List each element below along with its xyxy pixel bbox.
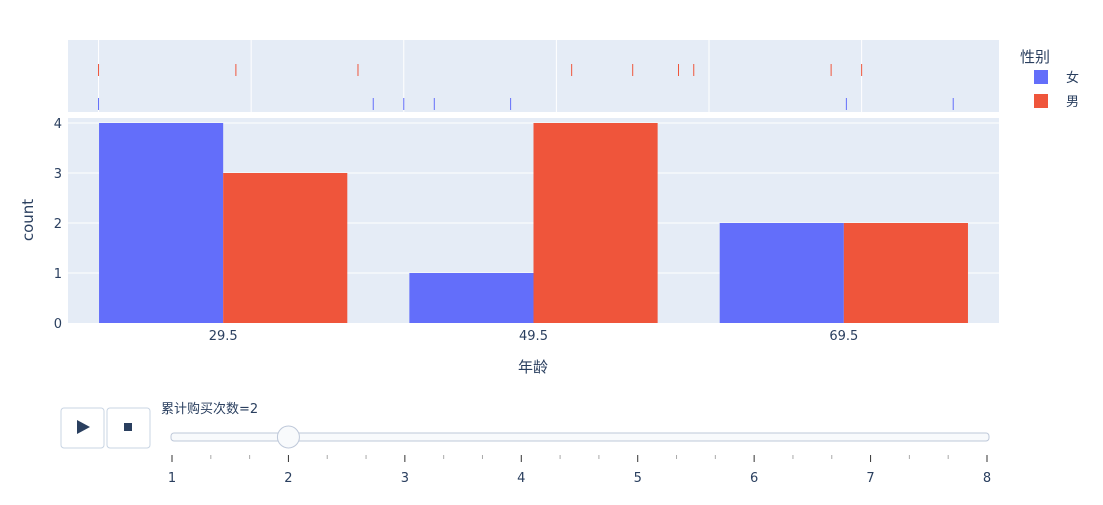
slider-handle[interactable] xyxy=(276,425,300,449)
legend-label: 男 xyxy=(1066,95,1079,110)
legend-swatch xyxy=(1034,70,1048,84)
play-button[interactable] xyxy=(60,407,105,449)
legend-title: 性别 xyxy=(1020,48,1050,66)
x-tick-label: 49.5 xyxy=(519,329,548,344)
y-tick-label: 2 xyxy=(54,217,62,232)
legend-label: 女 xyxy=(1066,70,1079,86)
slider-tick-label: 5 xyxy=(634,471,642,486)
bar-女-69.5 xyxy=(719,223,844,323)
x-tick-label: 29.5 xyxy=(209,329,238,344)
frame-slider[interactable]: 累计购买次数=2 1 2 3 4 5 6 7 8 xyxy=(161,401,991,486)
x-tick-label: 69.5 xyxy=(829,329,858,344)
y-tick-label: 4 xyxy=(54,117,62,132)
legend-item-女[interactable]: 女 xyxy=(1034,70,1079,86)
bar-女-29.5 xyxy=(99,123,224,323)
bar-男-69.5 xyxy=(843,223,968,323)
slider-tick-label: 4 xyxy=(517,471,525,486)
legend-swatch xyxy=(1034,94,1048,108)
y-tick-label: 1 xyxy=(54,267,62,282)
bar-subplot: 0 1 2 3 4 29.5 49.5 69.5 xyxy=(54,117,999,344)
slider-tick-label: 1 xyxy=(168,471,176,486)
bar-男-29.5 xyxy=(223,173,348,323)
slider-tick-label: 2 xyxy=(284,471,292,486)
y-axis-title: count xyxy=(19,199,37,241)
play-icon xyxy=(77,420,90,434)
slider-tick-label: 3 xyxy=(401,471,409,486)
slider-rail[interactable] xyxy=(170,432,990,442)
legend-item-男[interactable]: 男 xyxy=(1034,94,1079,110)
y-tick-label: 0 xyxy=(54,317,62,332)
slider-tick-label: 8 xyxy=(983,471,991,486)
bar-男-49.5 xyxy=(533,123,658,323)
stop-icon xyxy=(124,423,132,431)
bar-女-49.5 xyxy=(409,273,534,323)
rug-background xyxy=(68,40,999,112)
slider-current-label: 累计购买次数=2 xyxy=(161,401,258,417)
rug-subplot xyxy=(68,40,999,112)
legend: 性别 女男 xyxy=(1020,48,1079,110)
slider-tick-label: 6 xyxy=(750,471,758,486)
stop-button[interactable] xyxy=(106,407,151,449)
slider-tick-label: 7 xyxy=(866,471,874,486)
x-axis-title: 年龄 xyxy=(518,358,548,376)
y-tick-label: 3 xyxy=(54,167,62,182)
